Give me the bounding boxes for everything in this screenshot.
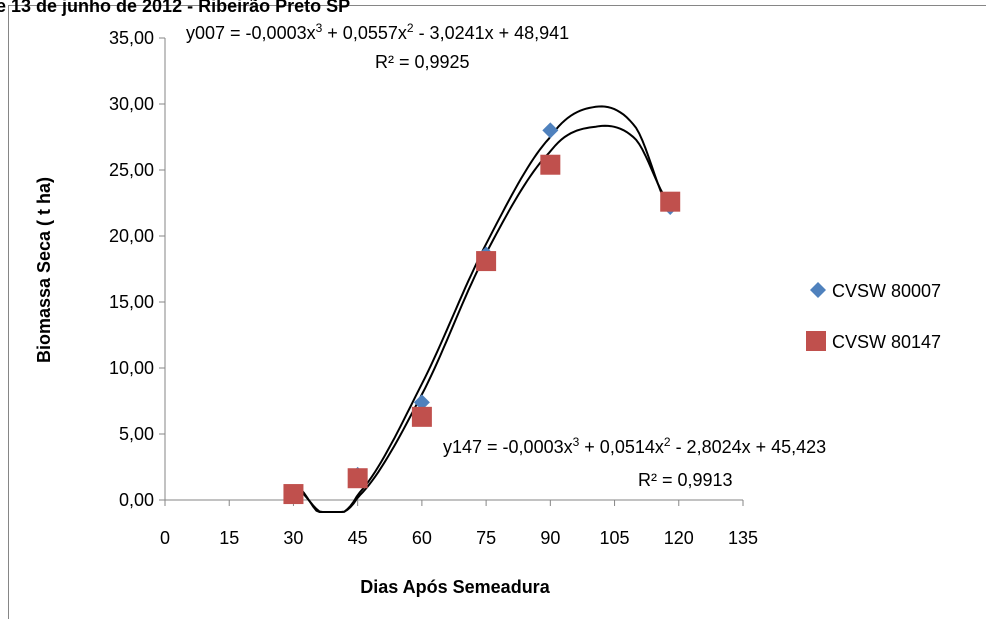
legend-label-series-1: CVSW 80007 xyxy=(832,281,941,301)
equation-series-2: y147 = -0,0003x3 + 0,0514x2 - 2,8024x + … xyxy=(443,435,826,457)
chart-header-text: e 13 de junho de 2012 - Ribeirão Preto S… xyxy=(0,0,350,16)
x-tick-label: 60 xyxy=(412,528,432,548)
x-tick-label: 45 xyxy=(348,528,368,548)
data-point-series-2 xyxy=(347,468,368,489)
x-tick-label: 90 xyxy=(540,528,560,548)
data-point-series-2 xyxy=(660,191,681,212)
data-point-series-2 xyxy=(283,484,304,505)
r2-series-2: R² = 0,9913 xyxy=(638,470,733,490)
data-point-series-1 xyxy=(542,122,559,139)
trendline-series-1 xyxy=(297,105,672,513)
plot-area: 0,00 5,00 10,00 15,00 20,00 25,00 30,00 35,00 0 1… xyxy=(109,28,758,548)
y-tick-label: 5,00 xyxy=(119,424,154,444)
data-point-series-2 xyxy=(476,251,497,272)
x-axis-title: Dias Após Semeadura xyxy=(360,577,550,597)
y-tick-label: 0,00 xyxy=(119,490,154,510)
y-tick-label: 10,00 xyxy=(109,358,154,378)
legend-label-series-2: CVSW 80147 xyxy=(832,332,941,352)
x-tick-label: 75 xyxy=(476,528,496,548)
data-point-series-2 xyxy=(411,406,432,427)
chart-frame xyxy=(8,5,986,619)
data-point-series-2 xyxy=(540,154,561,175)
x-tick-label: 0 xyxy=(160,528,170,548)
data-point-series-1 xyxy=(413,394,430,411)
y-tick-label: 20,00 xyxy=(109,226,154,246)
y-tick-label: 35,00 xyxy=(109,28,154,48)
r2-series-1: R² = 0,9925 xyxy=(375,52,470,72)
equation-series-1: y007 = -0,0003x3 + 0,0557x2 - 3,0241x + … xyxy=(186,21,569,43)
x-tick-label: 15 xyxy=(219,528,239,548)
legend-marker-series-2 xyxy=(806,331,826,351)
legend: CVSW 80007 CVSW 80147 xyxy=(806,281,941,352)
x-tick-label: 105 xyxy=(600,528,630,548)
y-tick-label: 25,00 xyxy=(109,160,154,180)
y-tick-label: 15,00 xyxy=(109,292,154,312)
legend-marker-series-1 xyxy=(810,282,826,298)
x-tick-label: 120 xyxy=(664,528,694,548)
y-tick-label: 30,00 xyxy=(109,94,154,114)
x-tick-label: 30 xyxy=(283,528,303,548)
x-tick-label: 135 xyxy=(728,528,758,548)
y-axis-title: Biomassa Seca ( t ha) xyxy=(34,177,54,363)
